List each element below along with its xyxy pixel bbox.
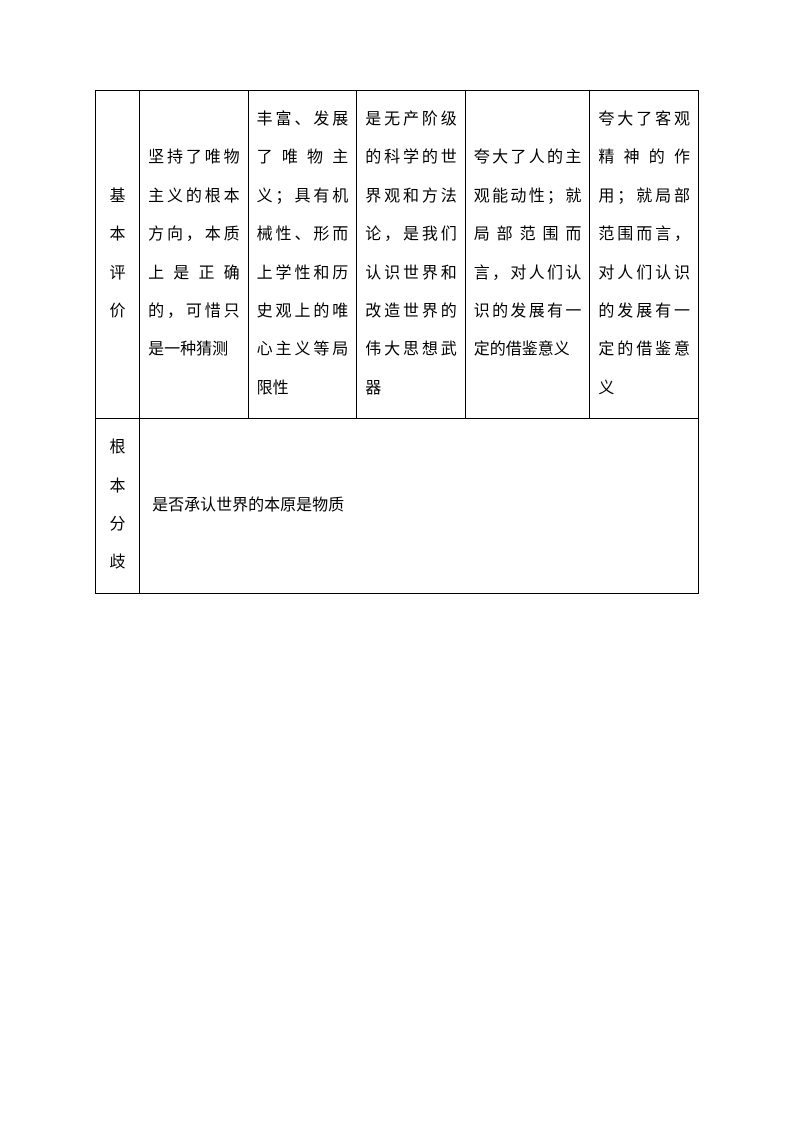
philosophy-table: 基本评价 坚持了唯物主义的根本方向，本质上是正确的，可惜只是一种猜测 丰富、发展…	[95, 90, 699, 594]
cell-text: 夸大了人的主观能动性；就局部范围而言，对人们认识的发展有一定的借鉴意义	[474, 149, 582, 358]
table-cell: 夸大了客观精神的作用；就局部范围而言，对人们认识的发展有一定的借鉴意义	[590, 91, 699, 419]
table-row: 根本分歧 是否承认世界的本原是物质	[96, 419, 699, 594]
table-cell: 夸大了人的主观能动性；就局部范围而言，对人们认识的发展有一定的借鉴意义	[465, 91, 590, 419]
row-header-label: 根本分歧	[102, 429, 133, 583]
table-row: 基本评价 坚持了唯物主义的根本方向，本质上是正确的，可惜只是一种猜测 丰富、发展…	[96, 91, 699, 419]
cell-text: 是无产阶级的科学的世界观和方法论，是我们认识世界和改造世界的伟大思想武器	[365, 111, 457, 397]
cell-text: 坚持了唯物主义的根本方向，本质上是正确的，可惜只是一种猜测	[148, 149, 240, 358]
table-cell: 丰富、发展了唯物主义；具有机械性、形而上学性和历史观上的唯心主义等局限性	[248, 91, 357, 419]
table-cell: 坚持了唯物主义的根本方向，本质上是正确的，可惜只是一种猜测	[140, 91, 249, 419]
page-container: 基本评价 坚持了唯物主义的根本方向，本质上是正确的，可惜只是一种猜测 丰富、发展…	[0, 0, 794, 594]
cell-text: 是否承认世界的本原是物质	[152, 497, 344, 514]
row-header-label: 基本评价	[102, 178, 133, 332]
cell-text: 夸大了客观精神的作用；就局部范围而言，对人们认识的发展有一定的借鉴意义	[598, 111, 690, 397]
row-header-evaluation: 基本评价	[96, 91, 140, 419]
cell-text: 丰富、发展了唯物主义；具有机械性、形而上学性和历史观上的唯心主义等局限性	[257, 111, 349, 397]
table-cell-merged: 是否承认世界的本原是物质	[140, 419, 699, 594]
table-cell: 是无产阶级的科学的世界观和方法论，是我们认识世界和改造世界的伟大思想武器	[357, 91, 466, 419]
row-header-divergence: 根本分歧	[96, 419, 140, 594]
